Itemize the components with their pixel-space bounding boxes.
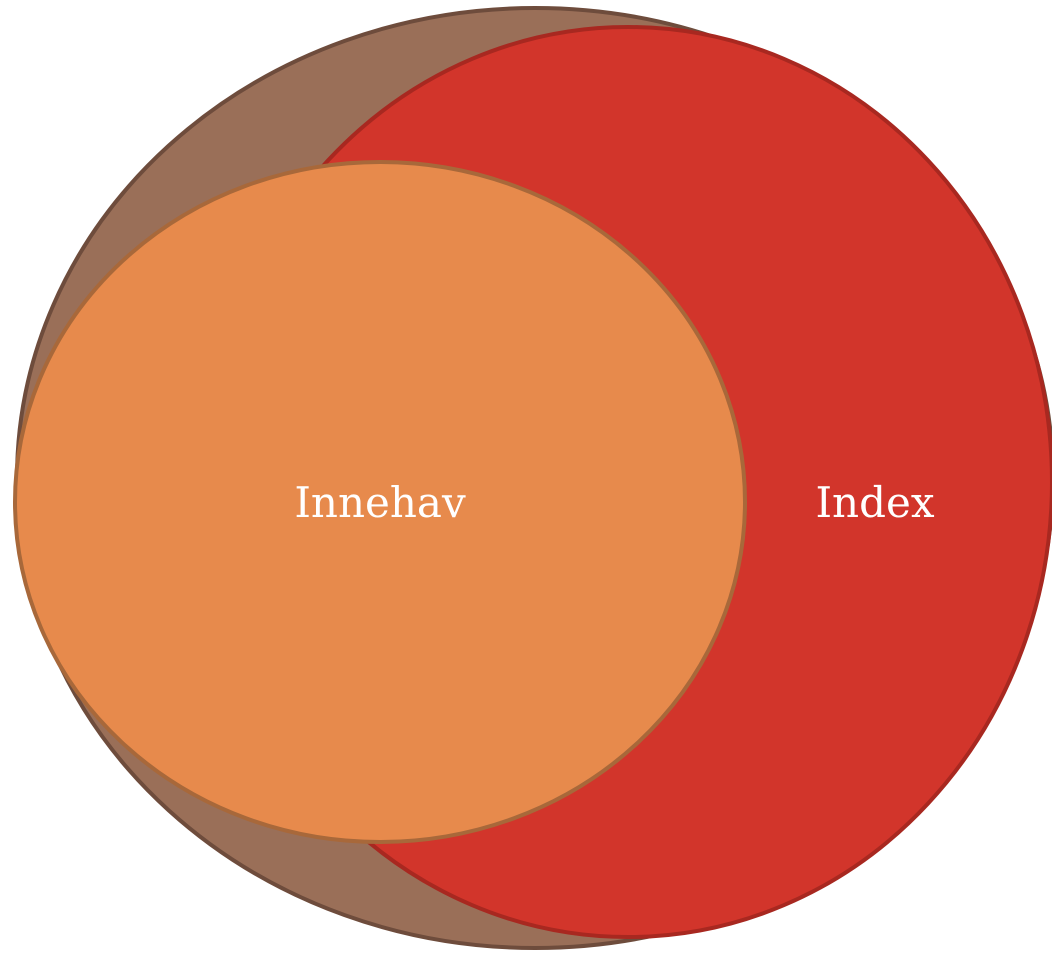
index-label: Index — [815, 478, 934, 527]
innehav-label: Innehav — [294, 478, 466, 527]
innehav-circle — [13, 160, 747, 844]
